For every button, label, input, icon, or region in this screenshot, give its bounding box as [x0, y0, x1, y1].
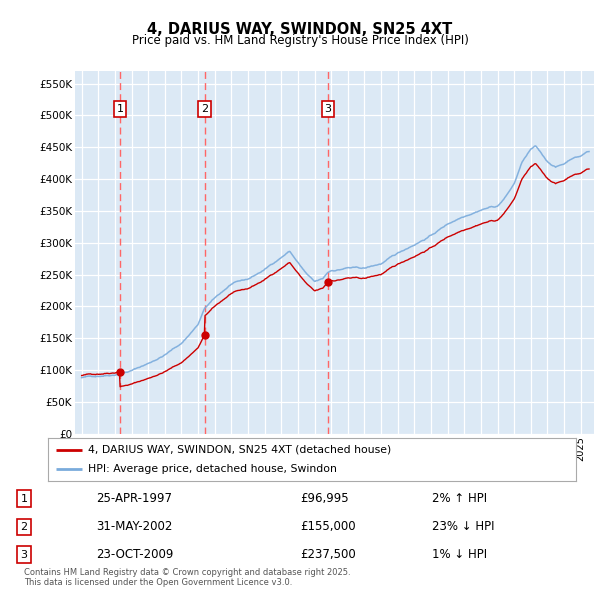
Text: 3: 3: [325, 104, 331, 114]
Text: 2: 2: [20, 522, 28, 532]
Text: £237,500: £237,500: [300, 548, 356, 561]
Text: 4, DARIUS WAY, SWINDON, SN25 4XT (detached house): 4, DARIUS WAY, SWINDON, SN25 4XT (detach…: [88, 445, 391, 455]
Text: 25-APR-1997: 25-APR-1997: [96, 492, 172, 505]
Text: 23-OCT-2009: 23-OCT-2009: [96, 548, 173, 561]
Text: 2: 2: [201, 104, 208, 114]
Text: £155,000: £155,000: [300, 520, 356, 533]
Text: 3: 3: [20, 550, 28, 559]
Text: 1: 1: [116, 104, 124, 114]
Text: HPI: Average price, detached house, Swindon: HPI: Average price, detached house, Swin…: [88, 464, 337, 474]
Text: 2% ↑ HPI: 2% ↑ HPI: [432, 492, 487, 505]
Text: 1% ↓ HPI: 1% ↓ HPI: [432, 548, 487, 561]
Text: Price paid vs. HM Land Registry's House Price Index (HPI): Price paid vs. HM Land Registry's House …: [131, 34, 469, 47]
Text: 31-MAY-2002: 31-MAY-2002: [96, 520, 172, 533]
Text: 23% ↓ HPI: 23% ↓ HPI: [432, 520, 494, 533]
Text: £96,995: £96,995: [300, 492, 349, 505]
Text: Contains HM Land Registry data © Crown copyright and database right 2025.
This d: Contains HM Land Registry data © Crown c…: [24, 568, 350, 587]
Text: 1: 1: [20, 494, 28, 503]
Text: 4, DARIUS WAY, SWINDON, SN25 4XT: 4, DARIUS WAY, SWINDON, SN25 4XT: [148, 22, 452, 37]
